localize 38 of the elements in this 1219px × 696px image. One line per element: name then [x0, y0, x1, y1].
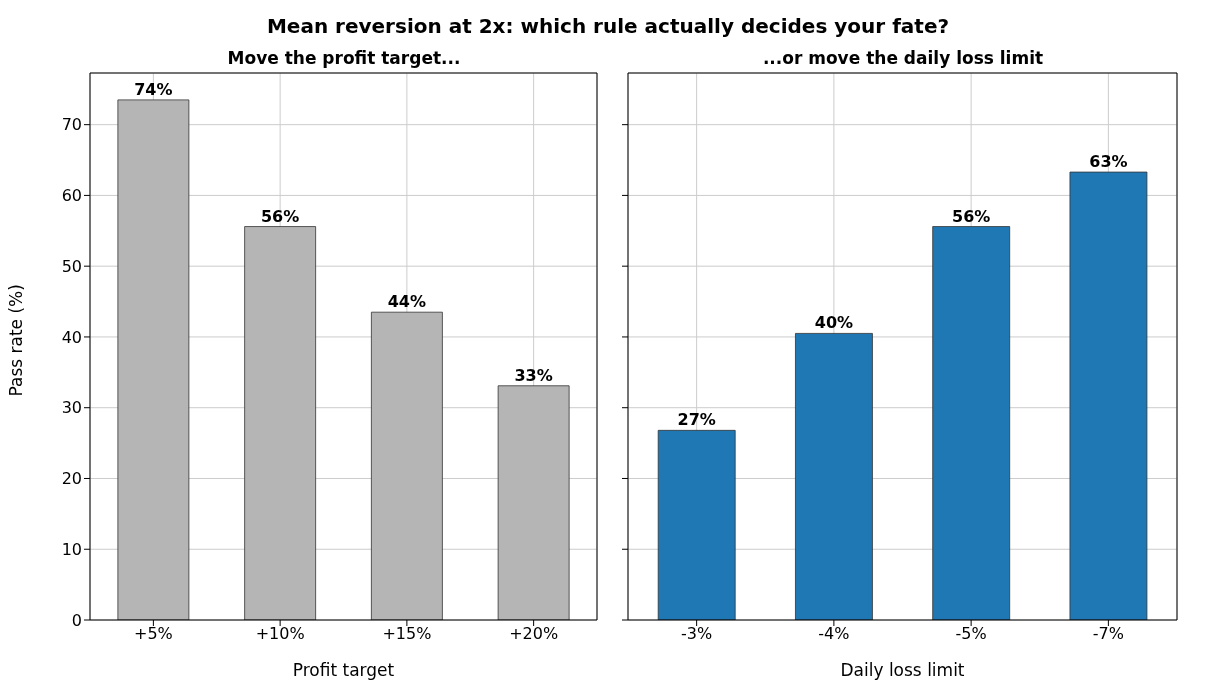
data-label: 44%	[387, 292, 427, 312]
y-tick-label: 0	[71, 610, 82, 630]
bar	[244, 226, 317, 620]
y-axis-title: Pass rate (%)	[6, 284, 27, 397]
x-tick-label: -7%	[1092, 624, 1124, 644]
x-tick-label: +15%	[382, 624, 432, 644]
bar	[1069, 171, 1148, 620]
data-label: 56%	[952, 206, 991, 226]
x-tick-label: +10%	[255, 624, 305, 644]
bar	[117, 99, 190, 620]
bar	[370, 311, 443, 620]
x-axis-title: Profit target	[292, 660, 395, 680]
y-tick-label: 70	[61, 115, 82, 135]
y-tick-label: 50	[61, 256, 82, 276]
chart-subtitle: ...or move the daily loss limit	[761, 48, 1045, 70]
y-tick-label: 60	[61, 186, 82, 206]
bar	[497, 385, 570, 620]
y-tick-label: 10	[61, 539, 82, 559]
x-tick-label: +5%	[133, 624, 173, 644]
x-axis-title: Daily loss limit	[840, 660, 965, 680]
x-tick-label: +20%	[509, 624, 559, 644]
chart-title: Mean reversion at 2x: which rule actually decides your fate?	[265, 13, 951, 40]
data-label: 40%	[814, 313, 854, 333]
y-tick-label: 20	[61, 469, 82, 489]
x-tick-label: -3%	[681, 624, 713, 644]
x-tick-label: -4%	[818, 624, 850, 644]
data-label: 74%	[134, 79, 173, 99]
x-tick-label: -5%	[955, 624, 987, 644]
chart-subtitle: Move the profit target...	[226, 48, 462, 70]
data-label: 27%	[677, 410, 716, 430]
bar	[795, 333, 873, 620]
bar	[657, 429, 736, 620]
data-label: 63%	[1089, 152, 1128, 172]
y-tick-label: 40	[61, 327, 82, 347]
data-label: 56%	[260, 206, 300, 226]
data-label: 33%	[514, 365, 553, 385]
bar	[932, 226, 1011, 620]
y-tick-label: 30	[61, 398, 82, 418]
